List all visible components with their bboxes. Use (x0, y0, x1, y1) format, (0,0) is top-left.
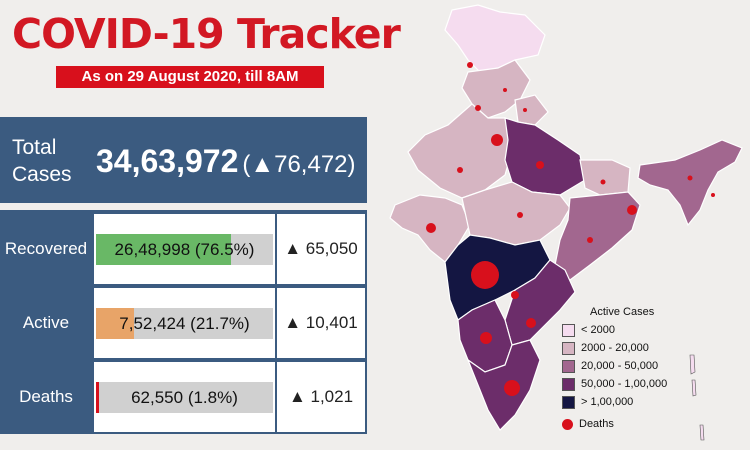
death-marker (526, 318, 536, 328)
death-marker (627, 205, 637, 215)
death-marker (600, 179, 606, 185)
legend-label: > 1,00,000 (581, 396, 634, 408)
death-markers (426, 62, 715, 396)
death-marker (480, 332, 492, 344)
deaths-bar-fill (96, 382, 100, 413)
death-marker (471, 261, 499, 289)
active-label: Active (22, 313, 70, 332)
active-delta: ▲ 10,401 (277, 288, 365, 358)
death-marker (587, 237, 593, 243)
death-marker (687, 175, 693, 181)
deaths-bar: 62,550 (1.8%) (96, 382, 273, 413)
page-title: COVID-19 Tracker (12, 10, 401, 58)
death-marker (523, 108, 527, 112)
region-bihar (579, 159, 631, 196)
legend-item: 50,000 - 1,00,000 (562, 375, 692, 393)
date-banner: As on 29 August 2020, till 8AM (56, 66, 324, 88)
stats-table: Recovered 26,48,998 (76.5%) ▲ 65,050 Act… (0, 210, 367, 434)
legend-title: Active Cases (590, 306, 655, 318)
legend-item: 20,000 - 50,000 (562, 357, 692, 375)
recovered-label: Recovered (4, 239, 88, 258)
legend-item: > 1,00,000 (562, 393, 692, 411)
recovered-delta: ▲ 65,050 (277, 214, 365, 284)
deaths-delta: ▲ 1,021 (277, 362, 365, 432)
andaman-islands (689, 354, 705, 441)
active-bar-fill (96, 308, 135, 339)
death-marker (503, 88, 507, 92)
total-cases-value: 34,63,972 (▲76,472) (96, 141, 356, 185)
death-marker (511, 291, 519, 299)
legend-item: < 2000 (562, 321, 692, 339)
legend-label: 50,000 - 1,00,000 (581, 378, 668, 390)
death-marker (467, 62, 473, 68)
legend-swatch (562, 359, 575, 373)
legend-item: 2000 - 20,000 (562, 339, 692, 357)
region-south (466, 339, 541, 431)
death-marker (426, 223, 436, 233)
death-marker (536, 161, 544, 169)
legend-item-deaths: Deaths (562, 415, 692, 433)
region-uttar-pradesh (504, 117, 586, 196)
total-cases-panel: Total Cases 34,63,972 (▲76,472) (0, 117, 367, 203)
total-cases-number: 34,63,972 (96, 143, 239, 179)
death-marker (475, 105, 481, 111)
legend-label: 2000 - 20,000 (581, 342, 649, 354)
legend-label: 20,000 - 50,000 (581, 360, 659, 372)
death-marker (504, 380, 520, 396)
map-legend: Active Cases < 2000 2000 - 20,000 20,000… (562, 306, 692, 433)
region-north (461, 59, 531, 119)
region-rajasthan (407, 103, 513, 199)
legend-swatch (562, 341, 575, 355)
region-northeast (637, 139, 743, 227)
deaths-dot-icon (562, 418, 573, 430)
legend-swatch (562, 323, 575, 337)
death-marker (711, 193, 715, 197)
recovered-bar-cell: 26,48,998 (76.5%) (94, 214, 275, 284)
legend-deaths-label: Deaths (579, 418, 614, 430)
total-cases-delta: (▲76,472) (242, 151, 356, 178)
deaths-value: 62,550 (1.8%) (131, 387, 238, 407)
deaths-label: Deaths (19, 387, 73, 406)
deaths-bar-cell: 62,550 (1.8%) (94, 362, 275, 432)
death-marker (517, 212, 523, 218)
legend-swatch (562, 395, 575, 409)
active-bar: 7,52,424 (21.7%) (96, 308, 273, 339)
death-marker (491, 134, 503, 146)
recovered-value: 26,48,998 (76.5%) (114, 239, 255, 259)
recovered-bar-fill (96, 234, 232, 265)
recovered-bar: 26,48,998 (76.5%) (96, 234, 273, 265)
death-marker (457, 167, 463, 173)
india-map (389, 4, 743, 441)
legend-swatch (562, 377, 575, 391)
region-east (554, 191, 641, 281)
legend-label: < 2000 (581, 324, 615, 336)
active-bar-cell: 7,52,424 (21.7%) (94, 288, 275, 358)
region-uttarakhand (514, 94, 549, 126)
active-value: 7,52,424 (21.7%) (119, 313, 250, 333)
region-jammu-kashmir (444, 4, 546, 73)
total-cases-label: Total Cases (12, 136, 72, 186)
